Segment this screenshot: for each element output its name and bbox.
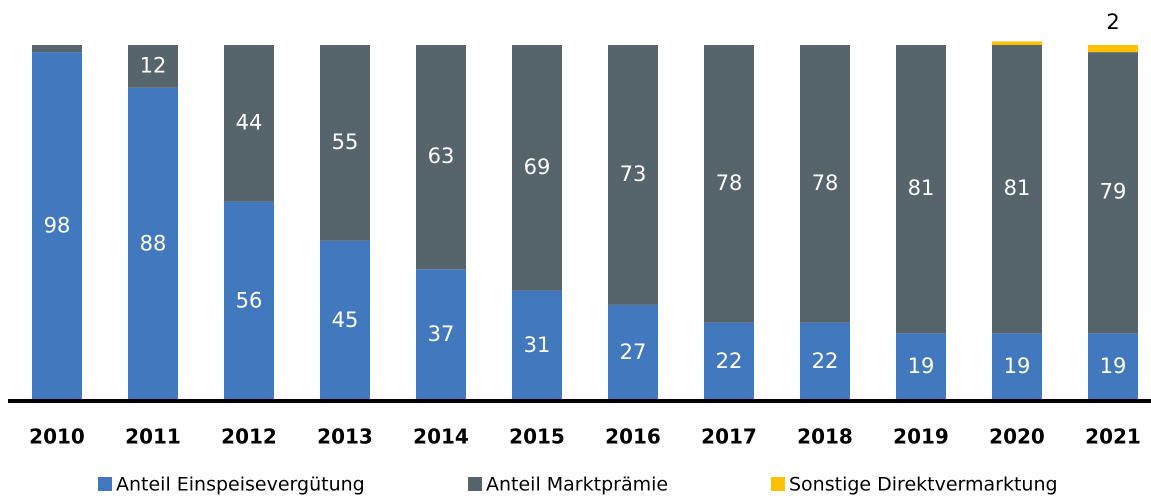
legend-label: Anteil Marktprämie [486, 474, 668, 496]
bar-segment [896, 45, 946, 334]
data-label: 2 [1106, 10, 1119, 34]
bar-segment [320, 45, 370, 241]
bar-segment [416, 45, 466, 270]
bar-segment [32, 45, 82, 53]
bar-segment [896, 333, 946, 401]
bar-segment [416, 269, 466, 401]
bar-segment [512, 290, 562, 401]
x-tick-label: 2010 [29, 425, 85, 449]
bar-segment [224, 45, 274, 202]
x-tick-label: 2016 [605, 425, 661, 449]
bar-segment [32, 52, 82, 402]
data-label: 37 [428, 322, 455, 346]
data-label: 55 [332, 130, 359, 154]
legend-swatch [98, 477, 112, 491]
bar-segment [512, 45, 562, 291]
bar-segment [1088, 52, 1138, 334]
bar-segment [608, 45, 658, 305]
bar-segment [1088, 333, 1138, 401]
bar-segment [992, 333, 1042, 401]
bar-segment [992, 45, 1042, 334]
data-label: 22 [812, 349, 839, 373]
bar-segment [800, 45, 850, 323]
bar-segment [128, 87, 178, 401]
bar-segment [992, 41, 1042, 45]
bar-segment [704, 322, 754, 401]
x-tick-label: 2011 [125, 425, 181, 449]
data-label: 81 [1004, 176, 1031, 200]
bar-segment [1088, 45, 1138, 53]
data-label: 45 [332, 308, 359, 332]
bar-segment [800, 322, 850, 401]
data-label: 73 [620, 162, 647, 186]
data-label: 19 [1004, 354, 1031, 378]
data-label: 12 [140, 53, 167, 77]
x-tick-label: 2015 [509, 425, 565, 449]
data-label: 44 [236, 110, 263, 134]
data-label: 88 [140, 231, 167, 255]
bar-segment [608, 304, 658, 401]
data-label: 22 [716, 349, 743, 373]
data-label: 78 [812, 171, 839, 195]
x-tick-label: 2018 [797, 425, 853, 449]
data-label: 78 [716, 171, 743, 195]
data-label: 81 [908, 176, 935, 200]
data-label: 19 [908, 354, 935, 378]
x-tick-label: 2013 [317, 425, 373, 449]
data-label: 19 [1100, 354, 1127, 378]
data-label: 31 [524, 333, 551, 357]
data-label: 98 [44, 214, 71, 238]
bar-segment [128, 45, 178, 88]
data-label: 79 [1100, 180, 1127, 204]
bar-segment [320, 240, 370, 401]
legend-label: Anteil Einspeisevergütung [116, 474, 365, 496]
x-tick-label: 2017 [701, 425, 757, 449]
legend-swatch [468, 477, 482, 491]
data-label: 27 [620, 340, 647, 364]
data-label: 69 [524, 155, 551, 179]
data-label: 56 [236, 288, 263, 312]
data-label: 63 [428, 144, 455, 168]
x-tick-label: 2021 [1085, 425, 1141, 449]
legend-label: Sonstige Direktvermarktung [789, 474, 1058, 496]
legend-swatch [771, 477, 785, 491]
x-tick-label: 2012 [221, 425, 277, 449]
x-tick-label: 2020 [989, 425, 1045, 449]
bar-segment [224, 201, 274, 401]
x-tick-label: 2014 [413, 425, 469, 449]
x-tick-label: 2019 [893, 425, 949, 449]
bar-segment [704, 45, 754, 323]
